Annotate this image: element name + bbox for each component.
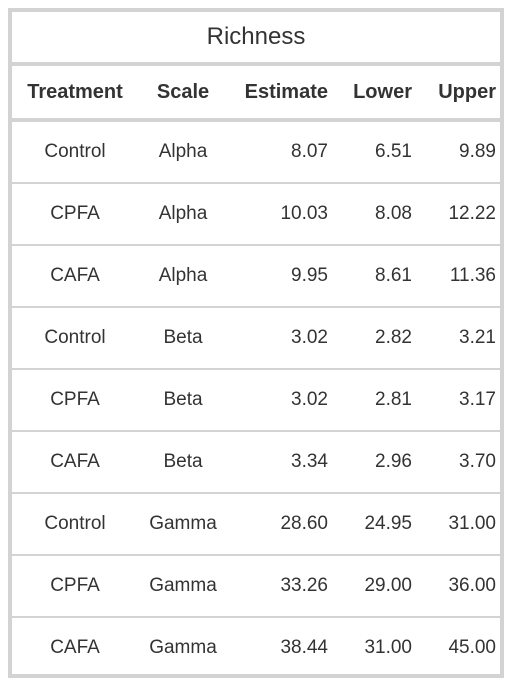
cell-treatment: CPFA xyxy=(50,575,100,596)
header-upper: Upper xyxy=(438,80,496,103)
cell-scale: Beta xyxy=(163,389,203,410)
cell-estimate: 8.07 xyxy=(291,141,328,162)
cell-treatment: CPFA xyxy=(50,389,100,410)
table-caption: Richness xyxy=(12,12,500,66)
cell-upper: 45.00 xyxy=(448,637,496,658)
header-estimate: Estimate xyxy=(244,80,328,103)
cell-estimate: 3.02 xyxy=(291,327,328,348)
cell-upper: 12.22 xyxy=(448,203,496,224)
header-scale: Scale xyxy=(156,80,210,103)
cell-treatment: CAFA xyxy=(50,451,100,472)
table-row: Control Gamma 28.60 24.95 31.00 xyxy=(12,494,500,556)
cell-scale: Gamma xyxy=(149,513,217,534)
cell-estimate: 28.60 xyxy=(280,513,328,534)
cell-estimate: 33.26 xyxy=(280,575,328,596)
cell-scale: Gamma xyxy=(149,637,217,658)
cell-estimate: 9.95 xyxy=(291,265,328,286)
cell-lower: 29.00 xyxy=(364,575,412,596)
header-lower: Lower xyxy=(353,80,412,103)
cell-lower: 2.96 xyxy=(375,451,412,472)
cell-scale: Beta xyxy=(163,451,203,472)
table-row: Control Alpha 8.07 6.51 9.89 xyxy=(12,122,500,184)
cell-upper: 3.21 xyxy=(459,327,496,348)
cell-lower: 31.00 xyxy=(364,637,412,658)
table-row: CAFA Beta 3.34 2.96 3.70 xyxy=(12,432,500,494)
richness-table: Richness Treatment Scale Estimate Lower … xyxy=(8,8,504,678)
cell-treatment: Control xyxy=(44,141,106,162)
table-row: CPFA Gamma 33.26 29.00 36.00 xyxy=(12,556,500,618)
cell-upper: 11.36 xyxy=(449,265,496,286)
cell-upper: 3.17 xyxy=(459,389,496,410)
cell-treatment: CPFA xyxy=(50,203,100,224)
cell-treatment: CAFA xyxy=(50,637,100,658)
cell-scale: Gamma xyxy=(149,575,217,596)
table-body: Control Alpha 8.07 6.51 9.89 CPFA Alpha … xyxy=(12,122,500,678)
cell-estimate: 3.34 xyxy=(291,451,328,472)
cell-scale: Alpha xyxy=(158,203,208,224)
cell-treatment: Control xyxy=(44,327,106,348)
table-row: Control Beta 3.02 2.82 3.21 xyxy=(12,308,500,370)
cell-lower: 6.51 xyxy=(375,141,412,162)
table-row: CAFA Gamma 38.44 31.00 45.00 xyxy=(12,618,500,678)
table-row: CAFA Alpha 9.95 8.61 11.36 xyxy=(12,246,500,308)
cell-treatment: CAFA xyxy=(50,265,100,286)
table-row: CPFA Alpha 10.03 8.08 12.22 xyxy=(12,184,500,246)
cell-estimate: 10.03 xyxy=(280,203,328,224)
cell-upper: 9.89 xyxy=(459,141,496,162)
cell-treatment: Control xyxy=(44,513,106,534)
cell-upper: 36.00 xyxy=(448,575,496,596)
cell-estimate: 38.44 xyxy=(280,637,328,658)
cell-lower: 2.82 xyxy=(375,327,412,348)
cell-scale: Alpha xyxy=(158,265,208,286)
cell-upper: 31.00 xyxy=(448,513,496,534)
cell-lower: 8.61 xyxy=(375,265,412,286)
cell-scale: Alpha xyxy=(158,141,208,162)
cell-scale: Beta xyxy=(163,327,203,348)
table-header-row: Treatment Scale Estimate Lower Upper xyxy=(12,66,500,122)
cell-estimate: 3.02 xyxy=(291,389,328,410)
table-row: CPFA Beta 3.02 2.81 3.17 xyxy=(12,370,500,432)
cell-lower: 8.08 xyxy=(375,203,412,224)
header-treatment: Treatment xyxy=(27,80,123,103)
cell-lower: 24.95 xyxy=(364,513,412,534)
cell-upper: 3.70 xyxy=(459,451,496,472)
cell-lower: 2.81 xyxy=(375,389,412,410)
